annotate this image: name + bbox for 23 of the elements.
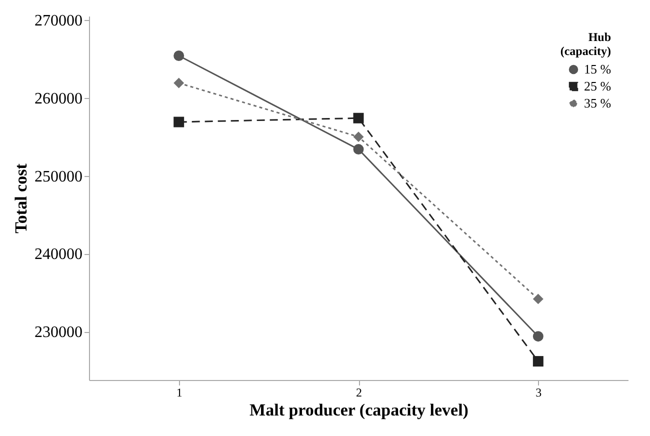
point [532, 294, 544, 304]
x-tick-label: 3 [536, 386, 542, 400]
point [353, 112, 364, 124]
point [532, 356, 544, 367]
legend-title: Hub (capacity) [560, 30, 612, 58]
point [353, 144, 364, 155]
y-tick-label: 240000 [34, 246, 82, 264]
legend-label: 35 % [584, 96, 612, 110]
y-axis-title: Total cost [12, 163, 30, 234]
y-tick-label: 270000 [34, 12, 82, 30]
point [353, 132, 364, 142]
point [174, 78, 184, 88]
x-tick-label: 1 [176, 386, 182, 400]
legend-label: 15 % [584, 62, 612, 76]
legend-label: 25 % [584, 78, 612, 94]
point [174, 116, 184, 128]
point [174, 50, 184, 61]
x-axis-title: Malt producer (capacity level) [250, 400, 468, 420]
point [532, 331, 544, 342]
y-tick-label: 250000 [34, 168, 82, 186]
x-tick-label: 2 [356, 386, 362, 400]
y-tick-label: 260000 [34, 90, 82, 108]
y-tick-label: 230000 [34, 324, 82, 342]
